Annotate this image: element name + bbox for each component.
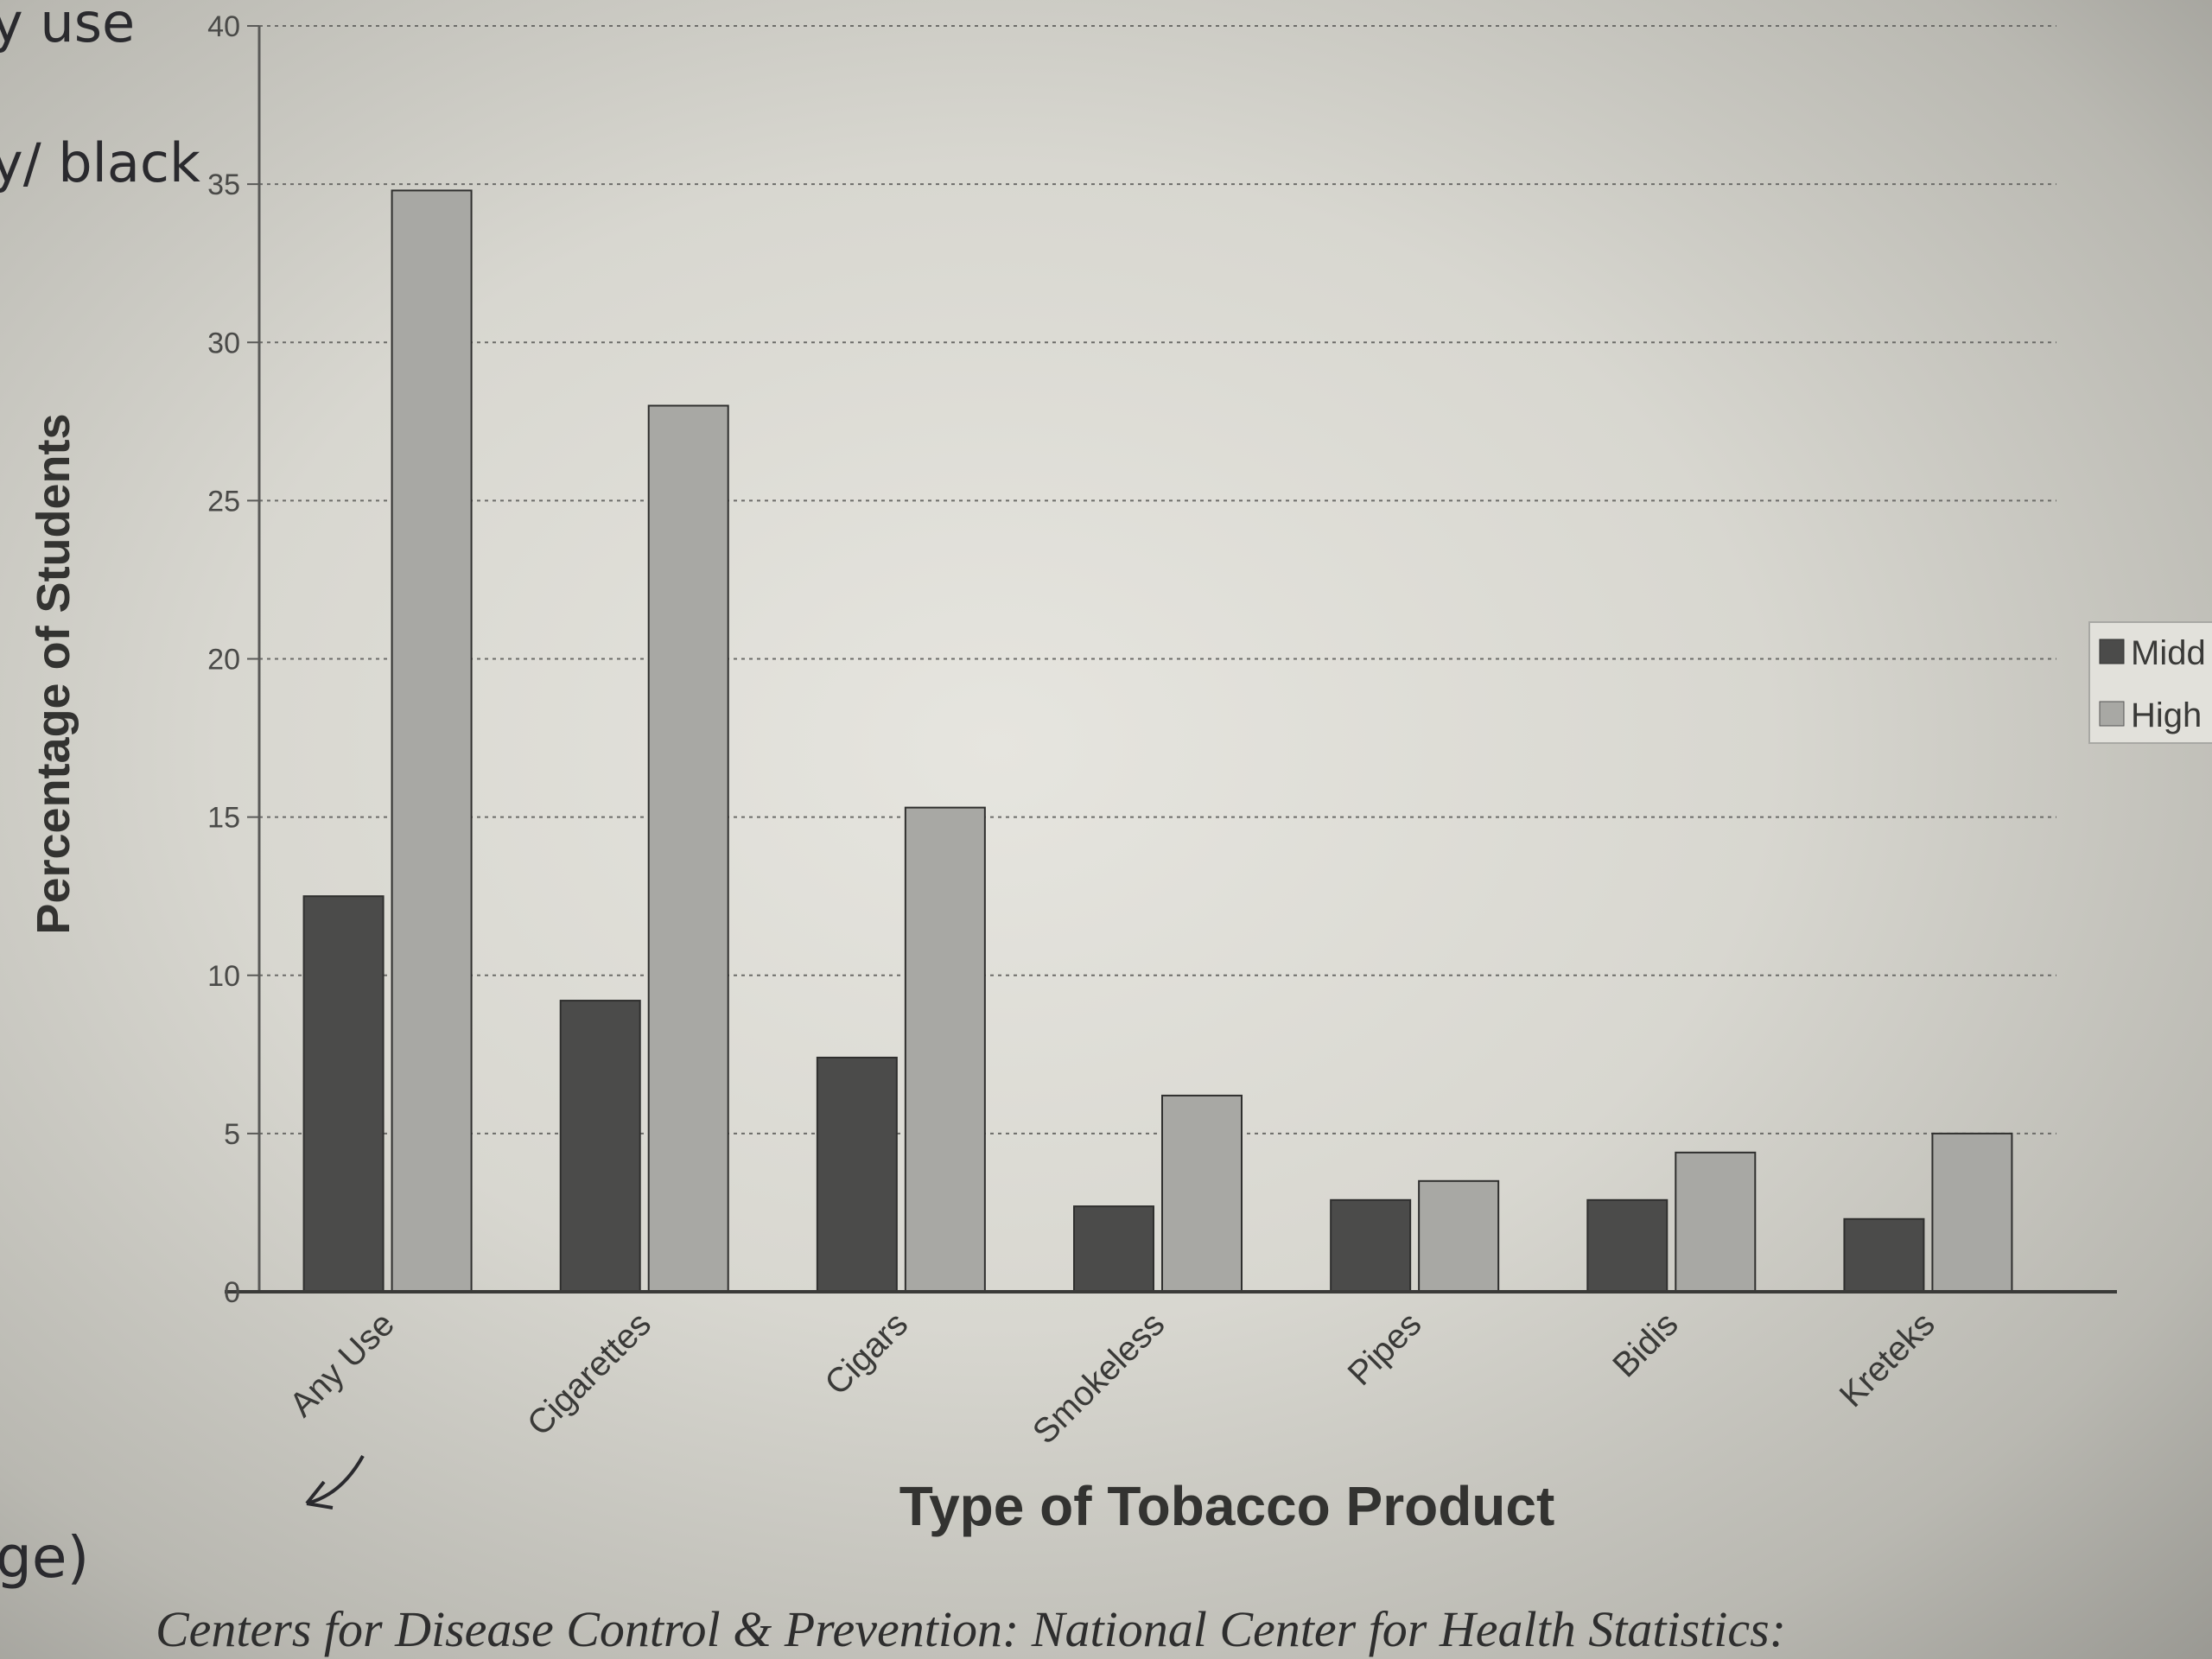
x-category-label: Cigarettes	[520, 1305, 658, 1443]
x-axis-title: Type of Tobacco Product	[899, 1475, 1555, 1537]
y-tick-label: 5	[224, 1118, 240, 1151]
bar-midd-cigars	[816, 1056, 898, 1293]
x-category-label: Cigars	[817, 1305, 915, 1402]
y-tick-label: 20	[207, 644, 240, 677]
y-tick-label: 35	[207, 168, 240, 201]
handwritten-note-bottom: ge)	[0, 1524, 89, 1591]
x-category-label: Any Use	[283, 1305, 402, 1424]
y-tick-label: 30	[207, 327, 240, 359]
y-tick-label: 0	[224, 1276, 240, 1309]
axes	[225, 26, 2117, 1294]
y-tick-labels: 0 5 10 15 20 25 30 35 40	[207, 10, 240, 1309]
bar-midd-kreteks	[1843, 1217, 1925, 1293]
y-tick-label: 15	[207, 802, 240, 835]
x-category-labels: Any Use Cigarettes Cigars Smokeless Pipes Bid…	[283, 1305, 1942, 1451]
bar-high-kreteks	[1931, 1132, 2013, 1293]
handwritten-note-top: y use	[0, 0, 135, 54]
legend-label-midd: Midd	[2131, 634, 2206, 672]
legend-swatch-midd	[2099, 639, 2125, 664]
bar-midd-pipes	[1330, 1198, 1412, 1293]
bar-high-cigars	[904, 806, 986, 1293]
bar-high-pipes	[1418, 1179, 1500, 1293]
bar-high-smokeless	[1161, 1094, 1243, 1294]
handwritten-arrow-icon	[305, 1455, 365, 1510]
legend-swatch-high	[2099, 701, 2125, 727]
y-tick-label: 10	[207, 960, 240, 993]
x-category-label: Pipes	[1341, 1305, 1429, 1393]
bar-midd-smokeless	[1073, 1205, 1154, 1294]
y-axis-title: Percentage of Students	[28, 413, 79, 934]
bar-midd-cigarettes	[559, 1000, 641, 1294]
legend: Midd High	[2088, 621, 2212, 744]
bar-midd-any-use	[302, 895, 385, 1293]
bar-high-cigarettes	[647, 404, 729, 1293]
x-category-label: Kreteks	[1833, 1305, 1942, 1414]
gridlines	[247, 25, 2056, 1293]
bar-midd-bidis	[1586, 1198, 1669, 1293]
footer-citation: Centers for Disease Control & Prevention…	[156, 1601, 1786, 1657]
y-tick-label: 40	[207, 10, 240, 43]
bars	[302, 189, 2013, 1294]
bar-high-bidis	[1675, 1151, 1757, 1293]
x-category-label: Smokeless	[1026, 1305, 1172, 1451]
y-tick-label: 25	[207, 485, 240, 518]
x-category-label: Bidis	[1605, 1305, 1685, 1384]
handwritten-note-second: y/ black	[0, 131, 200, 194]
legend-label-high: High	[2131, 696, 2202, 734]
bar-high-any-use	[391, 189, 473, 1294]
